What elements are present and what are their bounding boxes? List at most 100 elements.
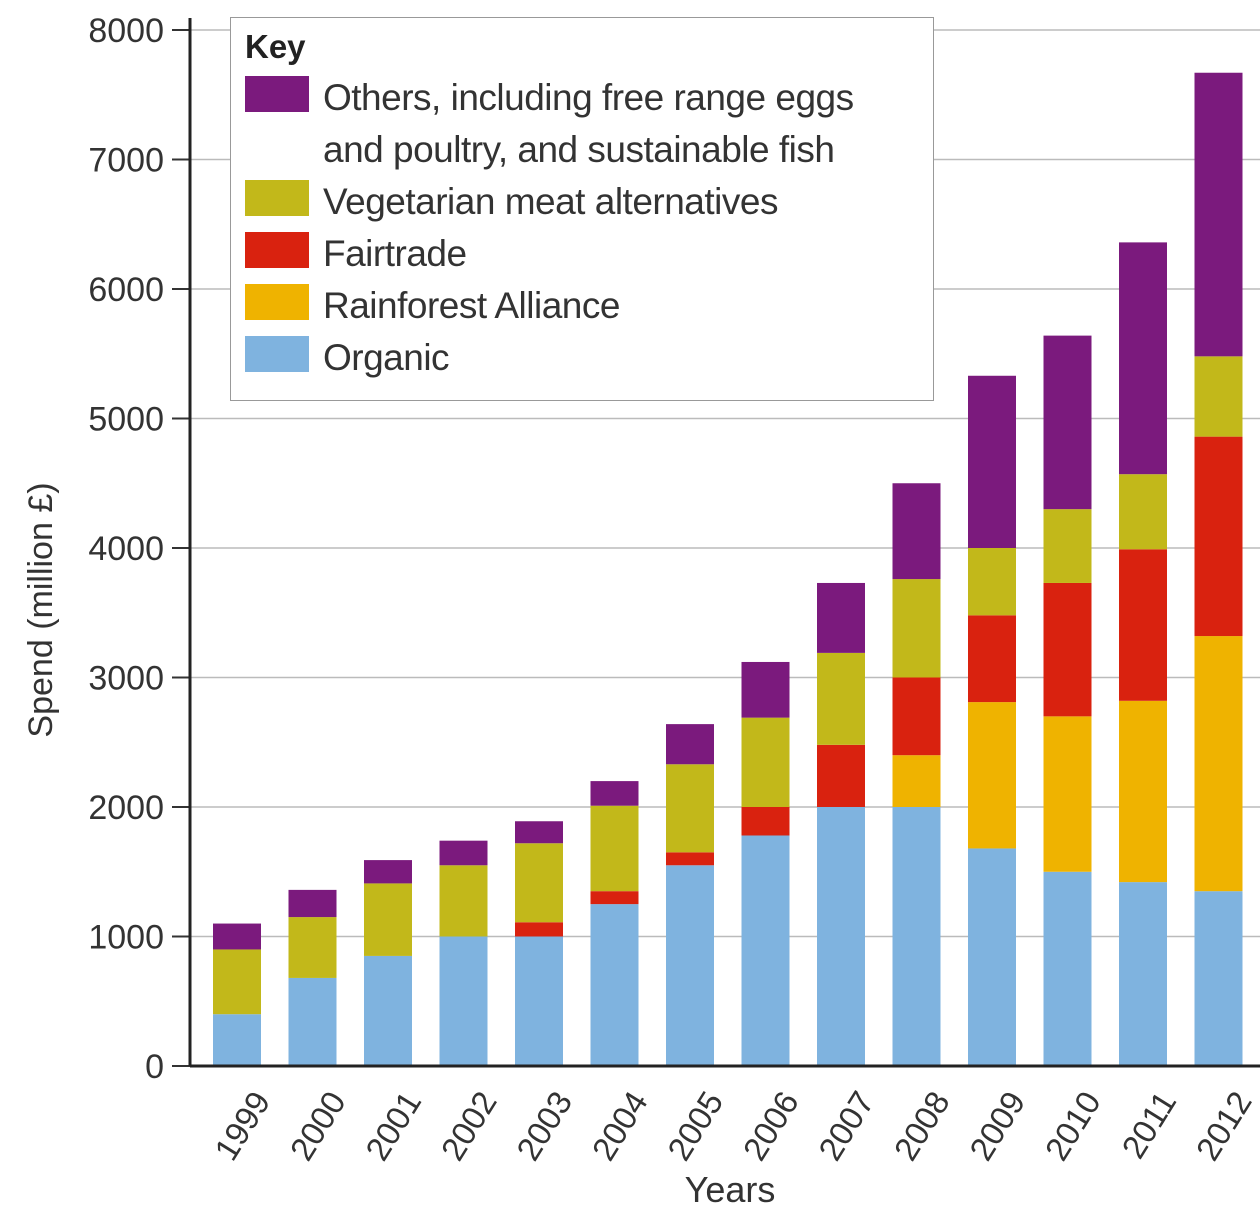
bar-segment bbox=[892, 807, 941, 1066]
bar-segment bbox=[968, 848, 1016, 1066]
bar-segment bbox=[590, 781, 639, 806]
bar-segment bbox=[968, 615, 1016, 703]
bar-segment bbox=[1119, 700, 1167, 883]
bar-segment bbox=[590, 891, 639, 905]
bar-segment bbox=[590, 805, 639, 892]
bar-segment bbox=[817, 807, 865, 1066]
bar-segment bbox=[892, 483, 941, 580]
bar-segment bbox=[515, 936, 563, 1066]
legend-title: Key bbox=[245, 28, 306, 65]
bar-segment bbox=[213, 1014, 261, 1066]
x-tick-label: 2000 bbox=[283, 1085, 353, 1167]
bar-segment bbox=[1194, 891, 1243, 1066]
legend-label: Rainforest Alliance bbox=[323, 285, 620, 326]
bar-segment bbox=[288, 889, 337, 918]
x-tick-label: 2005 bbox=[660, 1085, 730, 1167]
bar-segment bbox=[213, 923, 261, 950]
bar-segment bbox=[364, 860, 412, 884]
legend-rows: Others, including free range eggs and po… bbox=[245, 72, 919, 384]
legend-label: Vegetarian meat alternatives bbox=[323, 181, 778, 222]
x-tick-label: 2006 bbox=[736, 1085, 806, 1167]
bar-segment bbox=[666, 764, 714, 853]
bar-segment bbox=[666, 724, 714, 765]
x-tick-label: 2012 bbox=[1189, 1085, 1259, 1167]
x-tick-label: 1999 bbox=[207, 1085, 277, 1167]
y-tick-label: 3000 bbox=[88, 660, 164, 698]
x-tick-label: 2009 bbox=[962, 1085, 1032, 1167]
bar-segment bbox=[364, 955, 412, 1066]
bar-segment bbox=[515, 821, 563, 844]
bar-segment bbox=[1194, 436, 1243, 637]
bar-segment bbox=[741, 807, 790, 836]
bar-segment bbox=[439, 865, 488, 937]
bar-segment bbox=[892, 755, 941, 807]
legend-item: Fairtrade bbox=[245, 228, 919, 280]
legend-item: Rainforest Alliance bbox=[245, 280, 919, 332]
y-tick-label: 1000 bbox=[88, 919, 164, 957]
y-tick-label: 4000 bbox=[88, 530, 164, 568]
bar-segment bbox=[817, 582, 865, 653]
x-tick-label: 2010 bbox=[1038, 1085, 1108, 1167]
legend-label: Organic bbox=[323, 337, 450, 378]
x-tick-label: 2007 bbox=[811, 1085, 881, 1167]
bar-segment bbox=[1194, 636, 1243, 892]
legend-item: Others, including free range eggs and po… bbox=[245, 72, 919, 176]
legend-item: Organic bbox=[245, 332, 919, 384]
bar-segment bbox=[1043, 335, 1092, 510]
legend-label: Fairtrade bbox=[323, 233, 467, 274]
legend-swatch bbox=[245, 76, 309, 112]
bar-segment bbox=[968, 548, 1016, 616]
legend-swatch bbox=[245, 336, 309, 372]
x-tick-label: 2004 bbox=[585, 1085, 655, 1167]
y-axis-label: Spend (million £) bbox=[22, 482, 60, 737]
bar-segment bbox=[817, 652, 865, 745]
bar-segment bbox=[666, 865, 714, 1066]
bar-segment bbox=[1119, 882, 1167, 1066]
legend-item: Vegetarian meat alternatives bbox=[245, 176, 919, 228]
legend-swatch bbox=[245, 232, 309, 268]
bar-segment bbox=[288, 917, 337, 978]
bar-segment bbox=[1119, 242, 1167, 475]
bar-segment bbox=[1194, 356, 1243, 437]
bar-segment bbox=[213, 949, 261, 1015]
y-tick-label: 8000 bbox=[88, 12, 164, 50]
bar-segment bbox=[515, 843, 563, 923]
y-tick-label: 0 bbox=[145, 1048, 164, 1086]
x-tick-label: 2002 bbox=[434, 1085, 504, 1167]
bar-segment bbox=[741, 717, 790, 807]
bar-segment bbox=[892, 579, 941, 678]
x-tick-label: 2001 bbox=[358, 1085, 428, 1167]
y-tick-label: 6000 bbox=[88, 271, 164, 309]
bar-segment bbox=[515, 922, 563, 937]
x-tick-label: 2008 bbox=[887, 1085, 957, 1167]
y-tick-label: 5000 bbox=[88, 401, 164, 439]
bar-segment bbox=[439, 936, 488, 1066]
bar-segment bbox=[666, 852, 714, 866]
bar-segment bbox=[1043, 716, 1092, 872]
bar-segment bbox=[590, 904, 639, 1066]
bar-segment bbox=[968, 702, 1016, 849]
bar-segment bbox=[1194, 72, 1243, 357]
legend: Key Others, including free range eggs an… bbox=[230, 17, 934, 401]
bar-segment bbox=[1119, 549, 1167, 701]
bar-segment bbox=[1043, 509, 1092, 583]
y-tick-label: 7000 bbox=[88, 142, 164, 180]
bar-segment bbox=[1119, 474, 1167, 550]
x-tick-label: 2003 bbox=[509, 1085, 579, 1167]
legend-label: Others, including free range eggs and po… bbox=[323, 77, 854, 170]
bar-segment bbox=[968, 375, 1016, 548]
bar-segment bbox=[741, 661, 790, 718]
bar-segment bbox=[364, 883, 412, 956]
bar-segment bbox=[439, 840, 488, 866]
bar-segment bbox=[1043, 582, 1092, 717]
bar-segment bbox=[1043, 871, 1092, 1066]
bar-segment bbox=[817, 744, 865, 807]
y-tick-label: 2000 bbox=[88, 789, 164, 827]
bar-segment bbox=[741, 835, 790, 1066]
bar-segment bbox=[892, 677, 941, 756]
legend-swatch bbox=[245, 284, 309, 320]
x-axis-label: Years bbox=[685, 1169, 776, 1210]
legend-swatch bbox=[245, 180, 309, 216]
